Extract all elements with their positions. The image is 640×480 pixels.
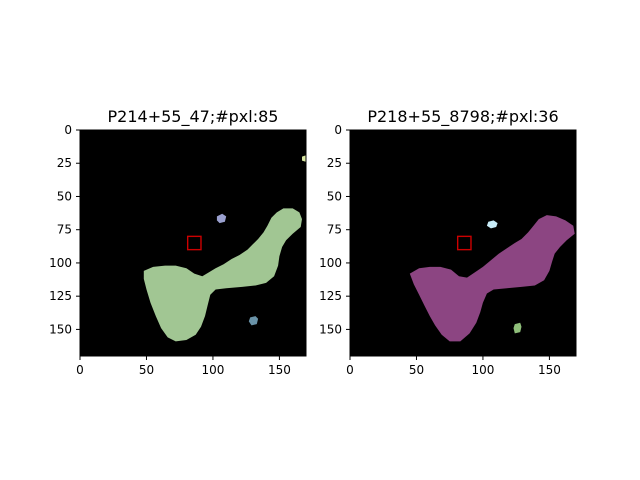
- left-panel: P214+55_47;#pxl:85 0 50 100 150 0 25 50 75 100 12…: [49, 107, 307, 377]
- y-tick-label: 0: [64, 123, 72, 137]
- axes-frame: [349, 129, 577, 357]
- marker-box: [456, 235, 472, 251]
- x-tick-label: 150: [268, 363, 291, 377]
- region-teal-speck: [248, 316, 259, 326]
- x-tick-label: 100: [201, 363, 224, 377]
- y-tick-label: 25: [57, 156, 72, 170]
- right-panel: P218+55_8798;#pxl:36 0 50 100 150 0 25 50 75 100…: [319, 107, 577, 377]
- region-cyan-speck: [486, 220, 498, 229]
- axes-frame: [79, 129, 307, 357]
- y-tick-label: 50: [57, 189, 72, 203]
- region-yellow-speck: [302, 155, 306, 162]
- x-tick-label: 100: [471, 363, 494, 377]
- y-tick-label: 75: [57, 223, 72, 237]
- y-tick-label: 50: [327, 189, 342, 203]
- y-tick-label: 0: [334, 123, 342, 137]
- y-tick-label: 100: [319, 256, 342, 270]
- region-purple-speck: [216, 213, 227, 224]
- left-plot-area: 0 50 100 150 0 25 50 75 100 125 150: [49, 123, 307, 377]
- x-tick-label: 150: [538, 363, 561, 377]
- right-plot-area: 0 50 100 150 0 25 50 75 100 125 150: [319, 123, 577, 377]
- marker-box: [186, 235, 202, 251]
- y-tick-label: 75: [327, 223, 342, 237]
- x-tick-label: 50: [139, 363, 154, 377]
- right-panel-title: P218+55_8798;#pxl:36: [367, 107, 558, 127]
- y-tick-label: 125: [49, 289, 72, 303]
- y-tick-label: 125: [319, 289, 342, 303]
- region-main-blob: [143, 208, 302, 342]
- x-tick-label: 0: [346, 363, 354, 377]
- left-panel-title: P214+55_47;#pxl:85: [108, 107, 279, 127]
- y-tick-label: 25: [327, 156, 342, 170]
- region-green-speck: [513, 322, 522, 334]
- y-tick-label: 150: [319, 322, 342, 336]
- x-tick-label: 50: [409, 363, 424, 377]
- x-tick-label: 0: [76, 363, 84, 377]
- y-tick-label: 100: [49, 256, 72, 270]
- region-main-blob: [409, 215, 575, 342]
- y-tick-label: 150: [49, 322, 72, 336]
